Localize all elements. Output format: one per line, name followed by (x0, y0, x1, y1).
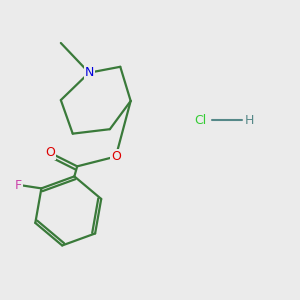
Text: F: F (15, 179, 22, 192)
Text: N: N (84, 66, 94, 79)
Text: H: H (245, 114, 254, 127)
Text: Cl: Cl (194, 114, 206, 127)
Text: O: O (111, 150, 121, 163)
Text: O: O (46, 146, 56, 160)
